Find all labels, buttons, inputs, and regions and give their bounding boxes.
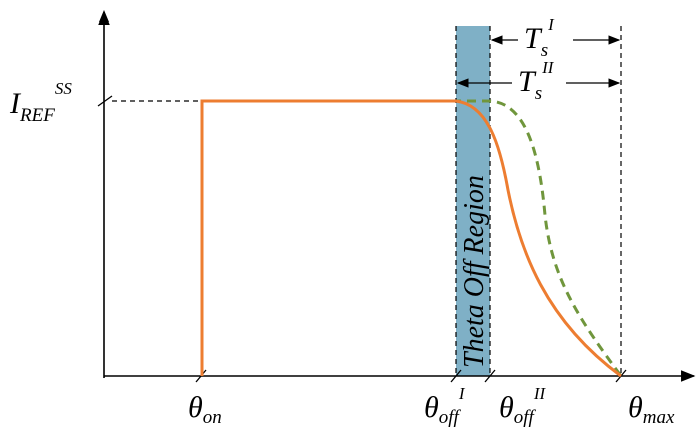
x-axis-arrow-icon <box>682 371 694 381</box>
theta-off-region-label: Theta Off Region <box>459 175 490 368</box>
i-ref-label: IREFSS <box>9 79 72 126</box>
x-tick-off1 <box>450 369 462 383</box>
y-tick-ref <box>97 95 113 107</box>
theta-off-1-label: θoffI <box>424 384 466 428</box>
tick-marks <box>97 95 627 383</box>
theta-off-2-label: θoffII <box>499 384 546 428</box>
ts-2-label: TsII <box>518 58 555 104</box>
current-curve-solid <box>200 99 622 378</box>
dimension-arrow-icon <box>456 35 621 88</box>
y-axis-arrow-icon <box>99 10 109 22</box>
axis-arrow-icons <box>99 10 694 381</box>
axes <box>98 10 696 382</box>
guide-lines <box>112 26 622 376</box>
current-curve-dashed <box>200 99 623 377</box>
theta-max-label: θmax <box>628 391 675 428</box>
theta-on-label: θon <box>188 391 222 428</box>
x-tick-off2 <box>484 369 496 383</box>
ts-1-label: TsI <box>524 15 555 61</box>
